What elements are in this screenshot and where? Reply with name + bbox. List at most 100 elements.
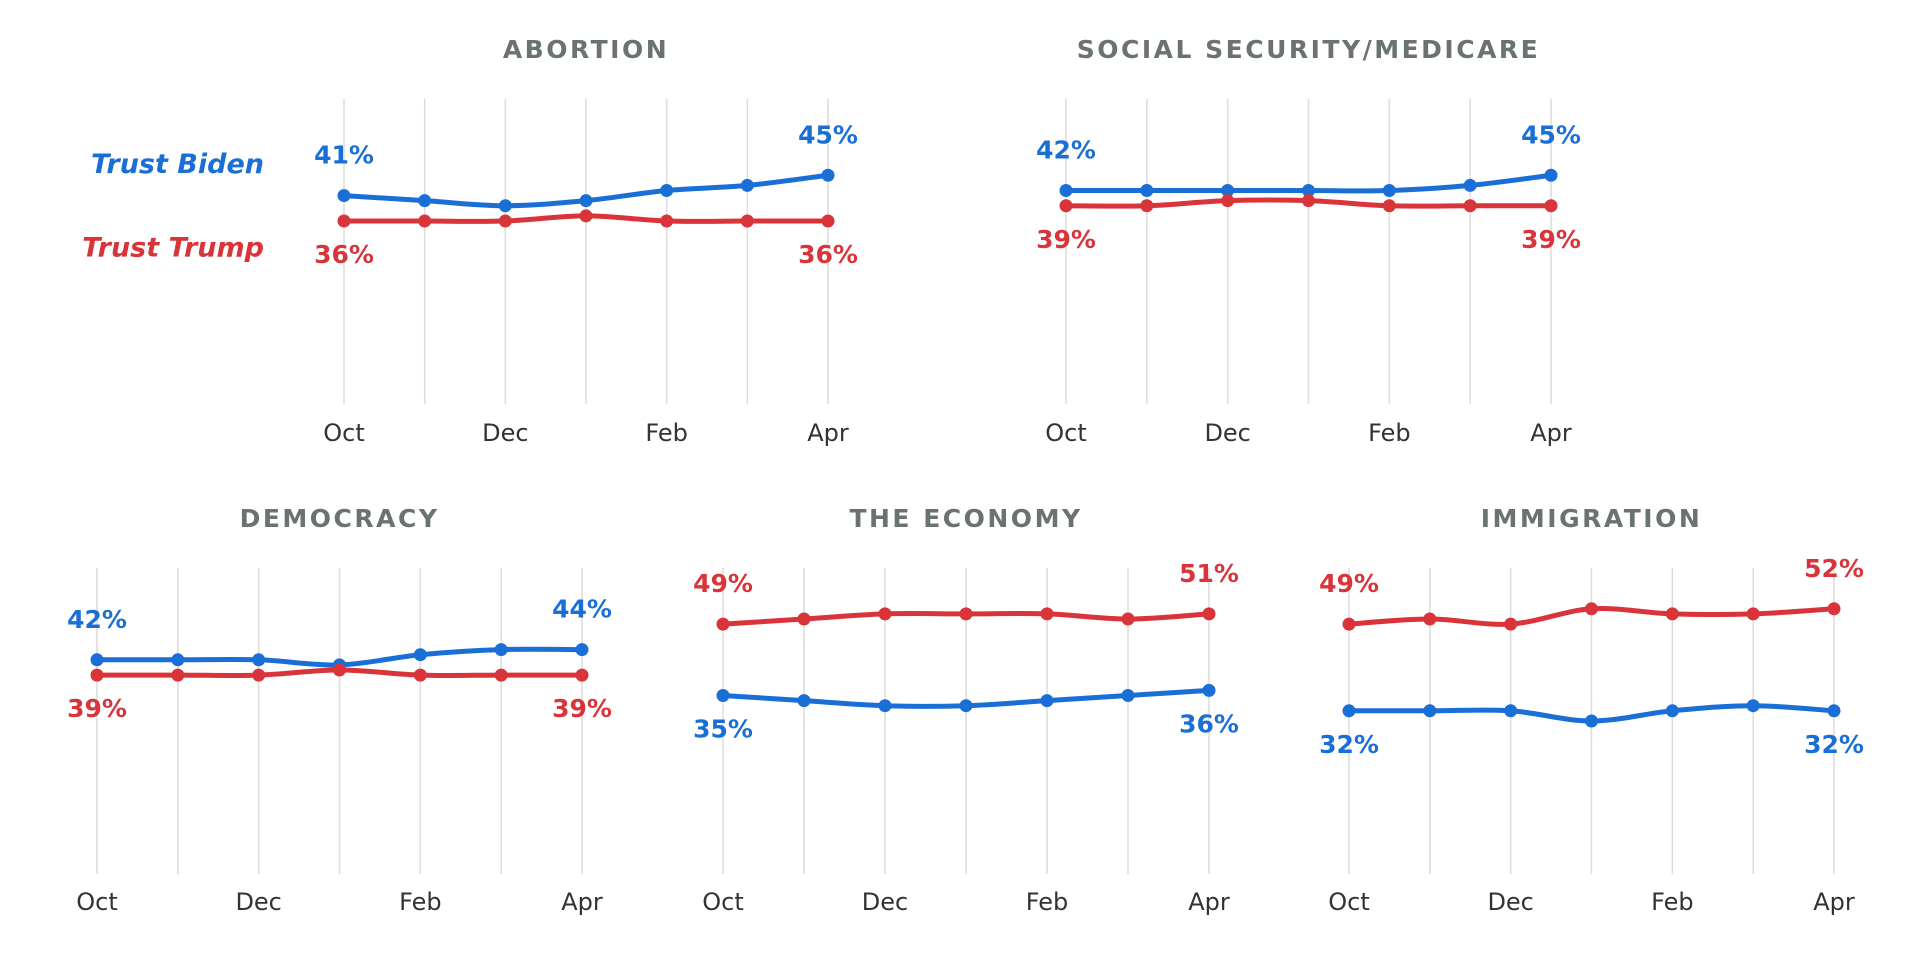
data-label: 49% — [693, 569, 753, 598]
data-point — [413, 648, 427, 662]
data-point — [1504, 704, 1518, 718]
data-label: 39% — [552, 694, 612, 723]
data-point — [1665, 607, 1679, 621]
legend-entry: Trust Trump — [82, 233, 264, 264]
x-tick-label: Apr — [807, 419, 849, 447]
data-label: 42% — [1036, 136, 1096, 165]
data-point — [337, 189, 351, 203]
data-label: 52% — [1804, 554, 1864, 583]
data-point — [1121, 689, 1135, 702]
data-point — [252, 653, 266, 667]
x-tick-label: Dec — [235, 888, 281, 916]
data-point — [1827, 704, 1841, 718]
data-point — [878, 699, 892, 713]
data-point — [1746, 607, 1760, 621]
chart-title: THE ECONOMY — [849, 504, 1082, 533]
data-label: 36% — [1179, 709, 1239, 738]
data-point — [1140, 199, 1154, 213]
data-label: 32% — [1319, 730, 1379, 759]
data-point — [1585, 602, 1598, 616]
data-point — [1059, 199, 1073, 213]
data-point — [1221, 194, 1235, 208]
data-label: 42% — [67, 605, 127, 634]
data-point — [1382, 184, 1396, 197]
data-point — [1746, 699, 1760, 713]
data-point — [740, 214, 754, 228]
x-tick-label: Feb — [1026, 888, 1069, 916]
data-label: 36% — [314, 240, 374, 269]
data-point — [821, 168, 835, 182]
x-tick-label: Oct — [76, 888, 118, 916]
data-point — [1544, 199, 1558, 213]
x-tick-label: Apr — [561, 888, 603, 916]
data-point — [1121, 612, 1135, 626]
legend-entry: Trust Biden — [91, 149, 264, 180]
x-tick-label: Apr — [1813, 888, 1855, 916]
data-point — [575, 643, 589, 657]
data-point — [1302, 184, 1315, 197]
data-label: 39% — [67, 694, 127, 723]
chart-title: ABORTION — [503, 35, 669, 64]
data-label: 35% — [693, 715, 753, 744]
data-point — [171, 653, 185, 667]
data-point — [1423, 612, 1437, 626]
data-point — [413, 668, 427, 682]
data-point — [337, 214, 351, 228]
data-point — [418, 194, 432, 208]
data-label: 32% — [1804, 730, 1864, 759]
data-point — [1382, 199, 1396, 213]
data-point — [740, 178, 754, 192]
data-point — [171, 668, 185, 682]
data-point — [716, 689, 730, 702]
data-label: 41% — [314, 141, 374, 170]
data-point — [333, 663, 346, 677]
x-tick-label: Feb — [1368, 419, 1411, 447]
data-point — [797, 612, 811, 626]
data-point — [90, 668, 104, 682]
data-point — [1342, 617, 1356, 631]
data-label: 36% — [798, 240, 858, 269]
data-label: 45% — [798, 120, 858, 149]
data-point — [494, 668, 508, 682]
chart-title: IMMIGRATION — [1481, 504, 1703, 533]
data-point — [660, 184, 674, 197]
data-point — [1202, 683, 1216, 697]
x-tick-label: Apr — [1530, 419, 1572, 447]
x-tick-label: Oct — [702, 888, 744, 916]
data-point — [1342, 704, 1356, 718]
data-point — [1059, 184, 1073, 197]
x-tick-label: Oct — [1045, 419, 1087, 447]
x-tick-label: Feb — [645, 419, 688, 447]
data-point — [252, 668, 266, 682]
data-point — [1140, 184, 1154, 197]
x-tick-label: Dec — [1487, 888, 1533, 916]
x-tick-label: Dec — [862, 888, 908, 916]
data-point — [1040, 607, 1054, 621]
data-point — [1202, 607, 1216, 621]
data-point — [716, 617, 730, 631]
x-tick-label: Oct — [1328, 888, 1370, 916]
x-tick-label: Dec — [482, 419, 528, 447]
chart-title: DEMOCRACY — [240, 504, 440, 533]
data-point — [1504, 617, 1518, 631]
data-point — [1585, 714, 1598, 728]
chart-title: SOCIAL SECURITY/MEDICARE — [1077, 35, 1541, 64]
data-point — [575, 668, 589, 682]
data-point — [90, 653, 104, 667]
data-point — [1423, 704, 1437, 718]
data-label: 44% — [552, 595, 612, 624]
data-label: 39% — [1521, 225, 1581, 254]
data-point — [1302, 194, 1315, 208]
data-label: 49% — [1319, 569, 1379, 598]
data-point — [498, 199, 512, 213]
x-tick-label: Oct — [323, 419, 365, 447]
data-point — [579, 194, 593, 208]
data-point — [959, 699, 973, 713]
data-point — [660, 214, 674, 228]
x-tick-label: Dec — [1204, 419, 1250, 447]
data-point — [878, 607, 892, 621]
data-point — [821, 214, 835, 228]
data-point — [418, 214, 432, 228]
data-label: 45% — [1521, 120, 1581, 149]
